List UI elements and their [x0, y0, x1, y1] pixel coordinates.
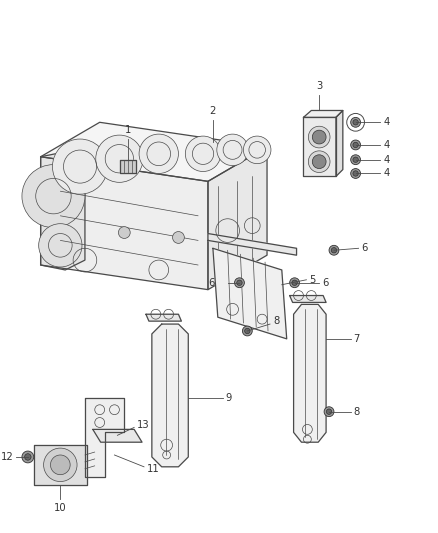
Text: 1: 1	[125, 125, 131, 135]
Text: 10: 10	[54, 503, 67, 513]
Circle shape	[22, 451, 34, 463]
Circle shape	[245, 328, 250, 334]
Circle shape	[25, 454, 31, 460]
Text: 4: 4	[383, 140, 389, 150]
Circle shape	[312, 155, 326, 168]
Text: 4: 4	[383, 155, 389, 165]
Polygon shape	[41, 152, 85, 270]
Circle shape	[53, 139, 108, 194]
Circle shape	[331, 247, 337, 253]
Polygon shape	[304, 117, 336, 176]
Circle shape	[185, 136, 221, 172]
Circle shape	[242, 326, 252, 336]
Circle shape	[234, 278, 244, 288]
Text: 2: 2	[210, 107, 216, 116]
Text: 6: 6	[361, 243, 368, 253]
Polygon shape	[293, 304, 326, 442]
Polygon shape	[208, 147, 267, 289]
Polygon shape	[85, 398, 124, 477]
Circle shape	[351, 168, 360, 179]
Text: 3: 3	[316, 81, 322, 91]
Circle shape	[292, 280, 297, 286]
Circle shape	[324, 407, 334, 417]
Text: 9: 9	[226, 393, 232, 403]
Circle shape	[312, 130, 326, 144]
Circle shape	[22, 165, 85, 228]
Text: 4: 4	[383, 117, 389, 127]
Circle shape	[118, 227, 130, 238]
Polygon shape	[120, 160, 136, 173]
Circle shape	[351, 155, 360, 165]
Circle shape	[244, 136, 271, 164]
Circle shape	[353, 157, 358, 163]
Circle shape	[217, 134, 248, 166]
Polygon shape	[208, 233, 297, 255]
Text: 5: 5	[309, 275, 316, 285]
Text: 12: 12	[1, 452, 14, 462]
Polygon shape	[152, 324, 188, 467]
Circle shape	[96, 135, 143, 182]
Polygon shape	[304, 110, 343, 117]
Text: 11: 11	[147, 464, 160, 474]
Circle shape	[44, 448, 77, 482]
Polygon shape	[41, 122, 267, 181]
Text: 8: 8	[353, 407, 360, 417]
Circle shape	[173, 231, 184, 244]
Circle shape	[326, 409, 332, 414]
Text: 13: 13	[137, 421, 150, 431]
Polygon shape	[34, 445, 87, 484]
Circle shape	[351, 117, 360, 127]
Circle shape	[353, 171, 358, 176]
Polygon shape	[336, 110, 343, 176]
Circle shape	[351, 140, 360, 150]
Text: 8: 8	[273, 316, 279, 326]
Text: 7: 7	[353, 334, 360, 344]
Circle shape	[353, 142, 358, 148]
Circle shape	[139, 134, 178, 173]
Text: 6: 6	[322, 278, 328, 288]
Circle shape	[329, 245, 339, 255]
Circle shape	[237, 280, 242, 286]
Polygon shape	[290, 295, 326, 302]
Circle shape	[308, 126, 330, 148]
Circle shape	[39, 224, 82, 267]
Circle shape	[290, 278, 300, 288]
Text: 6: 6	[208, 278, 215, 288]
Polygon shape	[213, 248, 287, 339]
Polygon shape	[41, 157, 208, 289]
Circle shape	[353, 119, 358, 125]
Circle shape	[50, 455, 70, 475]
Polygon shape	[93, 430, 142, 442]
Text: 4: 4	[383, 168, 389, 179]
Polygon shape	[146, 314, 181, 321]
Circle shape	[308, 151, 330, 173]
